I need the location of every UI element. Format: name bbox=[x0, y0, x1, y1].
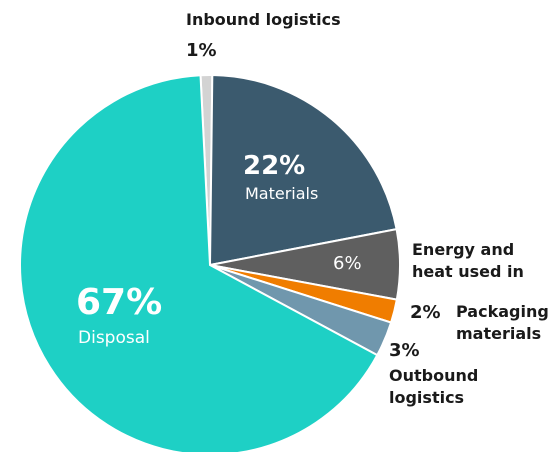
outbound-pct: 3% bbox=[389, 340, 420, 361]
packaging-pct: 2% bbox=[410, 302, 441, 323]
disposal-label: Disposal bbox=[78, 328, 150, 348]
materials-label: Materials bbox=[245, 184, 318, 203]
pie-slice-materials bbox=[208, 74, 398, 267]
packaging-label-line2: materials bbox=[456, 324, 541, 343]
inbound-logistics-pct: 1% bbox=[186, 40, 217, 61]
pie-slice-disposal bbox=[19, 74, 379, 452]
inbound-logistics-label: Inbound logistics bbox=[186, 10, 341, 29]
energy-label-line1: Energy and bbox=[412, 240, 514, 259]
outbound-label-line2: logistics bbox=[389, 388, 464, 407]
pie-slices bbox=[19, 74, 401, 452]
energy-label-line2: heat used in bbox=[412, 262, 524, 281]
materials-pct: 22% bbox=[243, 151, 305, 181]
disposal-pct: 67% bbox=[76, 282, 162, 323]
outbound-label-line1: Outbound bbox=[389, 366, 478, 385]
packaging-label-line1: Packaging bbox=[456, 302, 549, 321]
energy-pct: 6% bbox=[333, 253, 362, 274]
